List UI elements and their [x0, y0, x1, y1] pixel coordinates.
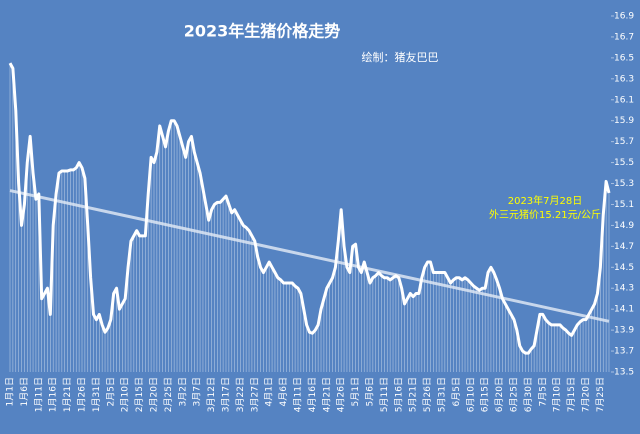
x-tick-label: 3月2日	[177, 377, 188, 406]
x-tick-label: 1月21日	[62, 377, 73, 412]
x-tick-label: 4月1日	[264, 377, 275, 406]
x-tick-label: 6月30日	[523, 377, 534, 412]
price-line	[8, 62, 611, 355]
x-tick-label: 4月16日	[307, 377, 318, 412]
y-tick-label: 15.1	[614, 200, 634, 210]
x-tick-label: 5月6日	[364, 377, 375, 406]
x-tick-label: 2月20日	[148, 377, 159, 412]
x-tick-label: 3月22日	[235, 377, 246, 412]
trend-line	[9, 189, 610, 323]
y-tick-label: 13.5	[614, 368, 634, 378]
x-tick-label: 5月26日	[422, 377, 433, 412]
chart-title: 2023年生猪价格走势	[184, 22, 341, 41]
x-tick-label: 1月1日	[5, 377, 16, 406]
annotation: 外三元猪价15.21元/公斤	[489, 209, 601, 221]
x-tick-label: 5月16日	[393, 377, 404, 412]
x-tick-label: 2月15日	[134, 377, 145, 412]
x-tick-label: 7月15日	[566, 377, 577, 412]
x-tick-label: 6月10日	[465, 377, 476, 412]
x-tick-label: 5月21日	[408, 377, 419, 412]
y-tick-label: 14.7	[614, 242, 634, 252]
y-tick-label: 14.5	[614, 263, 634, 273]
x-tick-label: 1月31日	[91, 377, 102, 412]
x-tick-label: 7月25日	[595, 377, 606, 412]
x-tick-label: 6月20日	[494, 377, 505, 412]
y-tick-label: 16.5	[614, 53, 634, 63]
y-tick-label: 15.5	[614, 158, 634, 168]
x-tick-label: 1月26日	[76, 377, 87, 412]
x-tick-label: 7月10日	[552, 377, 563, 412]
x-tick-label: 4月26日	[336, 377, 347, 412]
x-tick-label: 6月25日	[508, 377, 519, 412]
x-tick-label: 2月5日	[105, 377, 116, 406]
x-tick-label: 6月15日	[480, 377, 491, 412]
y-tick-label: 14.1	[614, 305, 634, 315]
x-tick-label: 3月7日	[192, 377, 203, 406]
chart-subtitle: 绘制：猪友巴巴	[362, 50, 439, 64]
y-tick-label: 14.3	[614, 284, 634, 294]
y-tick-label: 16.3	[614, 74, 634, 84]
plot-area: 13.5 13.7 13.9 14.1 14.3 14.5 14.7 14.9 15.1 15.3…	[5, 12, 635, 413]
annotation: 2023年7月28日	[508, 194, 583, 207]
x-tick-label: 1月11日	[33, 377, 44, 412]
y-tick-label: 15.7	[614, 137, 634, 147]
y-tick-label: 14.9	[614, 221, 634, 231]
x-tick-label: 5月31日	[436, 377, 447, 412]
x-tick-label: 5月11日	[379, 377, 390, 412]
x-tick-label: 7月20日	[580, 377, 591, 412]
x-tick-label: 4月6日	[278, 377, 289, 406]
x-tick-label: 1月16日	[48, 377, 59, 412]
y-tick-label: 15.9	[614, 116, 634, 126]
y-tick-label: 13.7	[614, 347, 634, 357]
x-tick-label: 4月11日	[292, 377, 303, 412]
x-tick-label: 3月12日	[206, 377, 217, 412]
y-tick-label: 16.1	[614, 95, 634, 105]
x-tick-label: 2月25日	[163, 377, 174, 412]
x-tick-label: 1月6日	[19, 377, 30, 406]
y-tick-label: 16.9	[614, 12, 634, 22]
x-tick-label: 3月17日	[220, 377, 231, 412]
x-tick-label: 7月5日	[537, 377, 548, 406]
y-tick-label: 15.3	[614, 179, 634, 189]
x-tick-label: 2月10日	[120, 377, 131, 412]
x-tick-label: 4月21日	[321, 377, 332, 412]
x-tick-label: 6月5日	[451, 377, 462, 406]
y-tick-label: 13.9	[614, 326, 634, 336]
y-tick-label: 16.7	[614, 32, 634, 42]
x-tick-label: 5月1日	[350, 377, 361, 406]
x-tick-label: 3月27日	[249, 377, 260, 412]
